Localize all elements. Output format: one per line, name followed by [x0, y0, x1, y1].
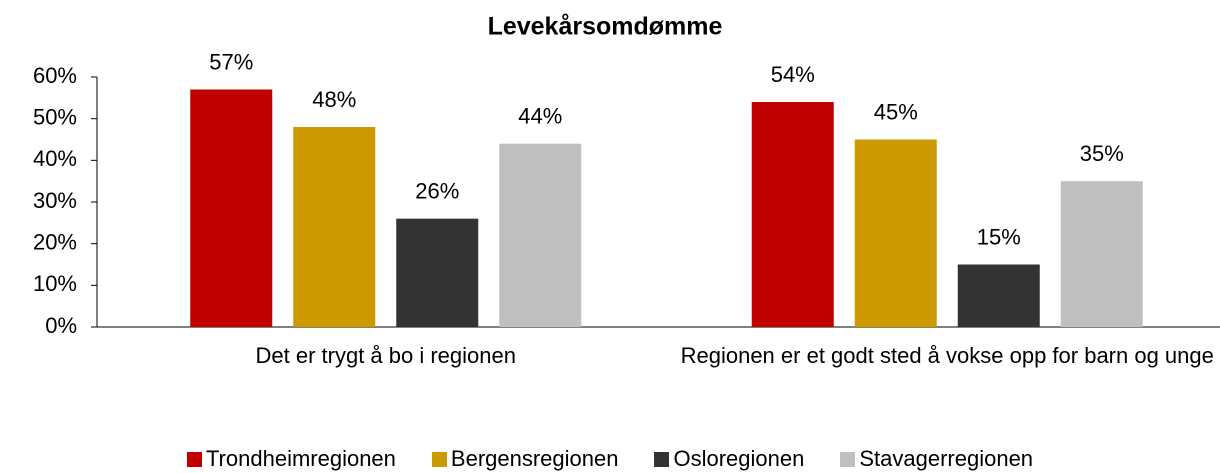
bar [751, 102, 834, 327]
legend-label: Bergensregionen [450, 446, 619, 471]
value-label: 45% [874, 99, 918, 124]
legend-label: Osloregionen [673, 446, 805, 471]
legend-item: Bergensregionen [431, 446, 619, 472]
legend-item: Trondheimregionen [186, 446, 396, 472]
value-label: 15% [977, 224, 1021, 249]
bar [293, 127, 376, 327]
value-label: 57% [209, 49, 253, 74]
bar [190, 89, 273, 327]
bar [396, 218, 479, 327]
value-label: 54% [771, 62, 815, 87]
value-label: 26% [415, 178, 459, 203]
legend-swatch [186, 451, 202, 467]
value-label: 35% [1080, 141, 1124, 166]
bar [1060, 181, 1143, 327]
legend-swatch [654, 451, 670, 467]
y-tick-label: 20% [33, 229, 77, 254]
chart-title: Levekårsomdømme [488, 13, 723, 41]
legend-label: Stavagerregionen [859, 446, 1034, 471]
legend-swatch [431, 451, 447, 467]
x-tick-label: Det er trygt å bo i regionen [255, 343, 516, 368]
value-label: 48% [312, 87, 356, 112]
legend-label: Trondheimregionen [205, 446, 396, 471]
bar [499, 143, 582, 327]
y-tick-label: 40% [33, 146, 77, 171]
legend: Trondheimregionen Bergensregionen Osloregi… [0, 446, 1220, 472]
x-tick-label: Regionen er et godt sted å vokse opp for… [680, 343, 1214, 368]
bar [957, 264, 1040, 327]
value-label: 44% [518, 103, 562, 128]
legend-item: Stavagerregionen [840, 446, 1033, 472]
legend-swatch [840, 451, 856, 467]
y-tick-label: 50% [33, 104, 77, 129]
y-tick-label: 60% [33, 63, 77, 88]
y-tick-label: 0% [45, 313, 77, 338]
bar [854, 139, 937, 327]
y-tick-label: 30% [33, 188, 77, 213]
legend-item: Osloregionen [654, 446, 804, 472]
y-tick-label: 10% [33, 271, 77, 296]
